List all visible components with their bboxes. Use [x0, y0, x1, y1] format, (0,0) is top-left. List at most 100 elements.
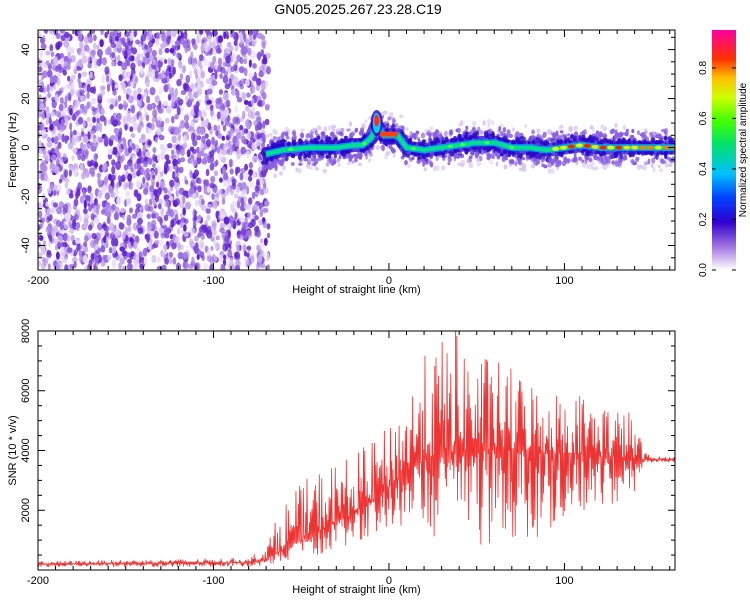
- noise-cell: [160, 181, 166, 188]
- signal-halo-cell: [506, 129, 511, 136]
- noise-cell: [266, 252, 270, 261]
- noise-cell: [206, 204, 212, 210]
- noise-cell: [255, 84, 260, 92]
- noise-cell: [44, 153, 51, 162]
- signal-halo-cell: [261, 160, 266, 165]
- noise-cell: [132, 155, 137, 164]
- noise-cell: [160, 249, 164, 258]
- noise-cell: [169, 251, 173, 258]
- noise-cell: [244, 79, 250, 87]
- noise-cell: [169, 179, 175, 188]
- noise-cell: [61, 133, 65, 143]
- noise-cell: [219, 73, 224, 79]
- noise-cell: [151, 243, 156, 250]
- noise-cell: [208, 182, 215, 189]
- noise-cell: [230, 188, 234, 196]
- noise-cell: [87, 131, 91, 140]
- signal-hot-cell: [591, 144, 599, 149]
- noise-cell: [228, 215, 234, 224]
- noise-cell: [40, 96, 44, 103]
- noise-cell: [223, 173, 229, 182]
- noise-cell: [111, 165, 116, 175]
- noise-cell: [178, 60, 183, 69]
- noise-cell: [246, 121, 251, 129]
- noise-cell: [253, 120, 259, 126]
- noise-cell: [136, 170, 141, 177]
- noise-cell: [205, 168, 210, 177]
- noise-cell: [143, 161, 148, 168]
- noise-cell: [179, 120, 186, 129]
- signal-halo-cell: [488, 128, 493, 135]
- noise-cell: [232, 135, 238, 144]
- noise-cell: [210, 144, 215, 150]
- signal-halo-cell: [508, 159, 514, 164]
- noise-cell: [224, 117, 229, 127]
- noise-cell: [58, 103, 64, 112]
- noise-cell: [77, 116, 84, 125]
- noise-cell: [220, 103, 224, 113]
- signal-halo-cell: [465, 134, 469, 138]
- signal-halo-cell: [352, 153, 357, 158]
- noise-cell: [206, 254, 212, 262]
- noise-cell: [182, 207, 186, 216]
- noise-cell: [98, 179, 103, 185]
- signal-halo-cell: [505, 157, 509, 161]
- noise-cell: [155, 181, 160, 188]
- signal-halo-cell: [622, 124, 626, 131]
- noise-cell: [127, 258, 132, 264]
- signal-halo-cell: [423, 139, 427, 143]
- noise-cell: [83, 44, 90, 52]
- noise-cell: [89, 86, 95, 94]
- peak-plateau: [380, 131, 398, 137]
- signal-halo-cell: [631, 128, 635, 134]
- noise-cell: [58, 178, 63, 184]
- noise-cell: [233, 63, 237, 71]
- noise-cell: [129, 126, 134, 132]
- signal-halo-cell: [420, 132, 426, 139]
- noise-cell: [79, 195, 85, 204]
- noise-cell: [112, 227, 117, 235]
- signal-halo-cell: [436, 166, 440, 171]
- noise-cell: [47, 92, 52, 98]
- noise-cell: [139, 250, 144, 259]
- noise-cell: [154, 136, 159, 144]
- noise-cell: [236, 97, 243, 103]
- signal-halo-cell: [274, 163, 278, 169]
- noise-cell: [266, 264, 270, 270]
- signal-halo-cell: [578, 157, 583, 161]
- signal-halo-cell: [508, 133, 513, 138]
- noise-cell: [164, 47, 170, 54]
- noise-cell: [38, 31, 41, 38]
- noise-cell: [83, 213, 90, 221]
- signal-halo-cell: [279, 171, 283, 176]
- noise-cell: [183, 252, 189, 260]
- noise-cell: [250, 50, 256, 60]
- noise-cell: [56, 235, 63, 242]
- noise-cell: [63, 241, 68, 248]
- signal-halo-cell: [314, 158, 319, 165]
- signal-halo-cell: [495, 161, 499, 167]
- noise-cell: [184, 231, 189, 238]
- noise-cell: [101, 185, 107, 193]
- noise-cell: [126, 218, 132, 226]
- noise-cell: [95, 153, 99, 160]
- x-axis-label: Height of straight line (km): [292, 584, 420, 596]
- noise-cell: [64, 264, 69, 270]
- signal-hot-cell: [552, 146, 560, 151]
- noise-cell: [224, 70, 228, 77]
- noise-cell: [157, 203, 162, 210]
- noise-cell: [184, 121, 190, 129]
- noise-cell: [52, 238, 59, 244]
- noise-cell: [42, 145, 47, 155]
- noise-cell: [117, 30, 121, 34]
- signal-halo-cell: [476, 158, 480, 163]
- noise-cell: [248, 197, 253, 205]
- noise-cell: [146, 95, 151, 104]
- noise-cell: [180, 166, 184, 173]
- signal-halo-cell: [603, 126, 607, 132]
- signal-halo-cell: [659, 157, 664, 164]
- noise-cell: [172, 257, 177, 265]
- noise-cell: [46, 110, 51, 119]
- signal-halo-cell: [331, 124, 336, 129]
- noise-cell: [256, 261, 262, 268]
